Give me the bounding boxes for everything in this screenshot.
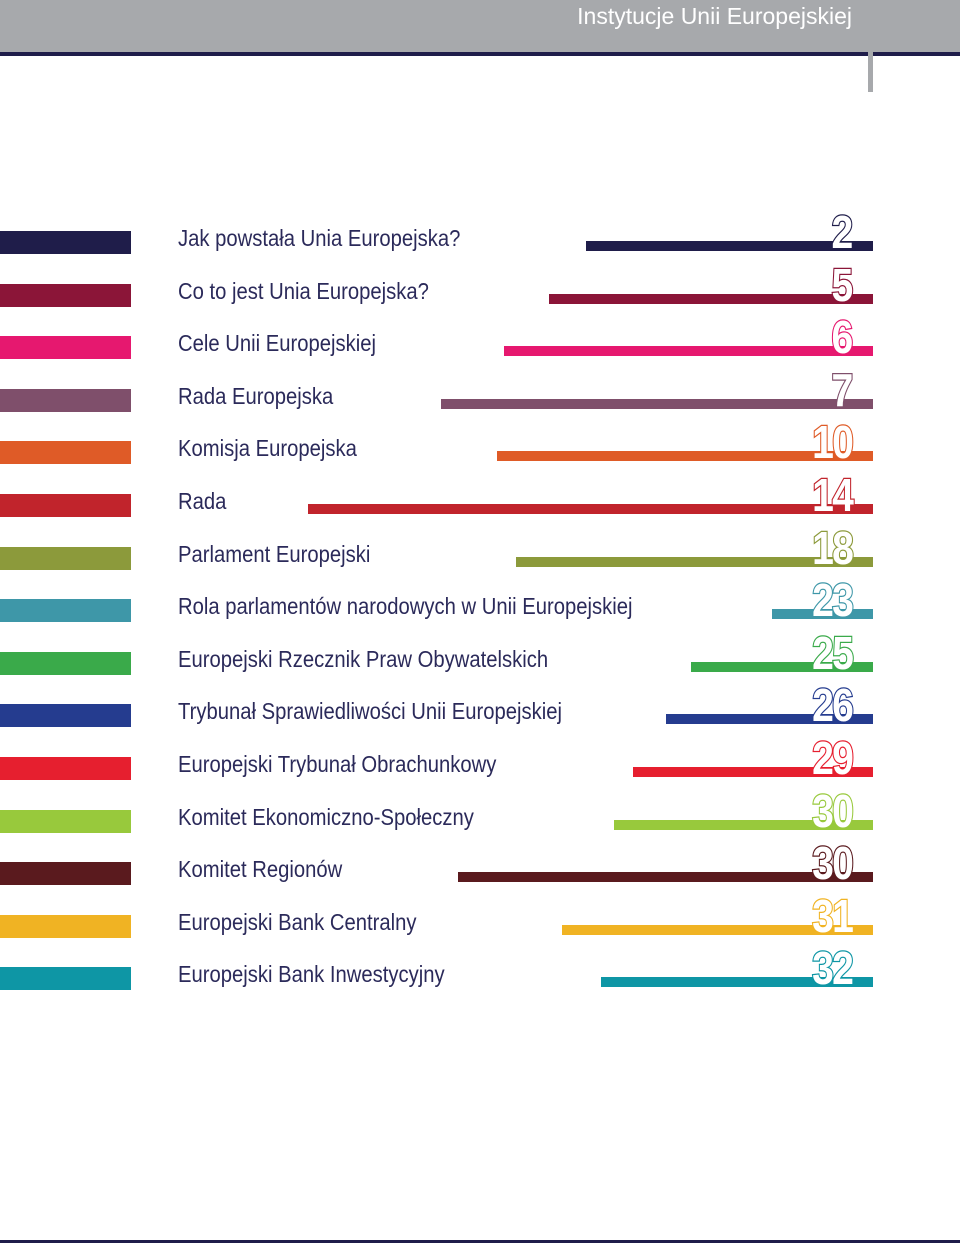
toc-entry[interactable]: Co to jest Unia Europejska? 5 [0, 260, 960, 336]
page-number: 6 [831, 311, 855, 364]
toc-entry[interactable]: Rada 14 [0, 471, 960, 546]
color-bar [0, 283, 131, 307]
toc-entry-title: Trybunał Sprawiedliwości Unii Europejski… [178, 698, 562, 725]
page-number: 26 [811, 679, 855, 732]
leader-bar [504, 346, 873, 357]
page-number: 7 [831, 363, 855, 416]
toc-entry-title: Europejski Bank Inwestycyjny [178, 961, 445, 988]
page-number: 29 [811, 732, 855, 784]
page-number: 2 [831, 206, 855, 258]
toc-entry[interactable]: Europejski Rzecznik Praw Obywatelskich 25 [0, 629, 960, 704]
page-number: 32 [811, 942, 855, 995]
toc-entry-title: Rada [178, 488, 227, 514]
toc-entry[interactable]: Cele Unii Europejskiej 6 [0, 313, 960, 388]
toc-entry[interactable]: Rada Europejska 7 [0, 366, 960, 441]
page-number: 10 [811, 416, 855, 469]
toc-entry[interactable]: Jak powstała Unia Europejska? 2 [0, 208, 960, 283]
color-bar [0, 546, 131, 570]
toc-entry[interactable]: Europejski Bank Inwestycyjny 32 [0, 944, 960, 1019]
color-bar [0, 914, 131, 938]
toc-entry-title: Parlament Europejski [178, 540, 371, 567]
color-bar [0, 231, 131, 254]
leader-bar [601, 977, 873, 988]
leader-bar [586, 241, 873, 251]
header-band [0, 0, 960, 52]
leader-bar [441, 398, 873, 409]
color-bar [0, 651, 131, 675]
color-bar [0, 967, 131, 991]
page-number: 30 [811, 837, 855, 890]
toc-entry-title: Komitet Ekonomiczno-Społeczny [178, 803, 474, 830]
toc-entry-title: Europejski Trybunał Obrachunkowy [178, 751, 497, 777]
toc-entry[interactable]: Komisja Europejska 10 [0, 418, 960, 493]
page-number: 31 [811, 889, 855, 942]
header-rule [0, 52, 960, 56]
color-bar [0, 704, 131, 728]
page-number: 14 [811, 469, 855, 521]
color-bar [0, 494, 131, 517]
color-bar [0, 388, 131, 412]
leader-bar [562, 924, 873, 935]
leader-bar [516, 556, 873, 567]
leader-bar [549, 293, 873, 304]
toc-entry-title: Europejski Rzecznik Praw Obywatelskich [178, 645, 549, 672]
page-number: 18 [811, 521, 855, 574]
toc-entry-title: Jak powstała Unia Europejska? [178, 225, 461, 251]
leader-bar [308, 504, 873, 514]
leader-bar [666, 714, 873, 725]
color-bar [0, 809, 131, 833]
toc-entry[interactable]: Trybunał Sprawiedliwości Unii Europejski… [0, 681, 960, 756]
color-bar [0, 336, 131, 360]
toc-entry-title: Komitet Regionów [178, 856, 343, 883]
toc-entry[interactable]: Komitet Regionów 30 [0, 839, 960, 914]
bottom-rule [0, 1240, 960, 1243]
vertical-rule [868, 0, 873, 92]
color-bar [0, 862, 131, 886]
toc-entry[interactable]: Rola parlamentów narodowych w Unii Europ… [0, 576, 960, 651]
color-bar [0, 441, 131, 465]
toc-entry-title: Cele Unii Europejskiej [178, 330, 376, 357]
toc-entry[interactable]: Komitet Ekonomiczno-Społeczny 30 [0, 786, 960, 862]
color-bar [0, 757, 131, 780]
toc-entry[interactable]: Parlament Europejski 18 [0, 523, 960, 599]
leader-bar [458, 872, 873, 883]
toc-entry-title: Komisja Europejska [178, 435, 357, 462]
toc-entry-title: Co to jest Unia Europejska? [178, 277, 429, 304]
leader-bar [614, 819, 873, 830]
leader-bar [633, 767, 873, 777]
leader-bar [691, 661, 873, 672]
toc-entry-title: Rola parlamentów narodowych w Unii Europ… [178, 593, 633, 620]
toc-entry-title: Rada Europejska [178, 382, 334, 409]
page-number: 5 [831, 258, 855, 311]
color-bar [0, 599, 131, 623]
toc-entry-title: Europejski Bank Centralny [178, 908, 417, 935]
leader-bar [772, 609, 873, 620]
toc-entry[interactable]: Europejski Bank Centralny 31 [0, 892, 960, 967]
page-number: 23 [811, 574, 855, 627]
page-number: 30 [811, 784, 855, 837]
toc-entry[interactable]: Europejski Trybunał Obrachunkowy 29 [0, 734, 960, 809]
leader-bar [497, 451, 873, 462]
page-title: Instytucje Unii Europejskiej [577, 3, 852, 29]
page-number: 25 [811, 626, 855, 679]
